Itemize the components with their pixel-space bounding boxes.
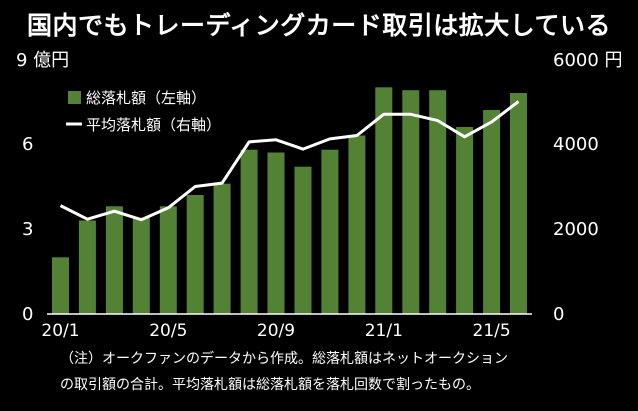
bar-20/1 — [52, 257, 69, 314]
x-tick-label: 20/5 — [149, 321, 187, 341]
bar-21/3 — [429, 90, 447, 314]
x-tick-label: 21/1 — [365, 321, 403, 341]
right-tick-label: 0 — [553, 304, 564, 325]
right-axis-unit: 6000 円 — [553, 50, 623, 71]
bar-21/4 — [456, 127, 474, 314]
left-axis-ticks: 0 3 6 — [22, 134, 33, 325]
right-tick-label: 4000 — [553, 134, 599, 155]
legend-line-label: 平均落札額（右軸） — [86, 116, 221, 134]
bar-20/11 — [321, 149, 339, 314]
footnote-line-1: （注）オークファンのデータから作成。総落札額はネットオークション — [60, 351, 508, 367]
left-axis-unit: 9 億円 — [16, 50, 70, 71]
x-axis-ticks: 20/1 20/5 20/9 21/1 21/5 — [41, 321, 510, 341]
x-tick-label: 20/9 — [257, 321, 295, 341]
left-tick-label: 6 — [22, 134, 33, 155]
bar-20/6 — [186, 195, 204, 314]
bar-series — [52, 87, 527, 314]
legend: 総落札額（左軸） 平均落札額（右軸） — [66, 89, 221, 134]
bar-20/8 — [240, 149, 258, 314]
line-series — [59, 100, 520, 222]
bar-20/4 — [132, 217, 150, 314]
x-tick-label: 21/5 — [473, 321, 511, 341]
bar-20/10 — [294, 166, 312, 314]
bar-21/5 — [483, 110, 501, 314]
bar-21/2 — [402, 90, 420, 314]
right-axis-ticks: 0 2000 4000 — [553, 134, 599, 325]
bar-21/1 — [375, 87, 393, 314]
bar-20/12 — [348, 135, 366, 314]
legend-bar-swatch — [68, 91, 81, 104]
bar-21/6 — [510, 93, 527, 314]
right-tick-label: 2000 — [553, 219, 599, 240]
bar-20/9 — [267, 152, 285, 314]
left-tick-label: 3 — [22, 219, 33, 240]
left-tick-label: 0 — [22, 304, 33, 325]
chart-title: 国内でもトレーディングカード取引は拡大している — [26, 11, 611, 40]
footnote-line-2: の取引額の合計。平均落札額は総落札額を落札回数で割ったもの。 — [60, 377, 480, 393]
bar-20/2 — [78, 220, 96, 314]
bar-20/7 — [213, 183, 231, 314]
legend-bar-label: 総落札額（左軸） — [86, 89, 206, 107]
x-tick-label: 20/1 — [41, 321, 79, 341]
bar-20/5 — [159, 206, 177, 314]
bar-20/3 — [105, 206, 123, 314]
